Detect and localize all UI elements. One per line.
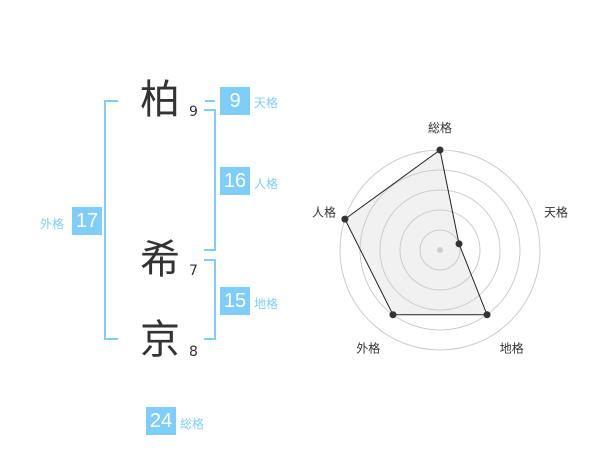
tenkaku-bracket [205, 100, 215, 102]
radar-point [455, 240, 463, 248]
radar-center [437, 247, 443, 253]
gaikaku-label: 外格 [40, 217, 65, 231]
radar-ring [419, 229, 461, 271]
radar-point [483, 311, 491, 319]
chikaku-value: 15 [220, 287, 250, 315]
name-char-2: 希 [140, 237, 180, 283]
name-char-1: 柏 [140, 77, 180, 123]
radar-point [389, 311, 397, 319]
stroke-count-2: 7 [189, 263, 198, 279]
soukaku-label: 総格 [180, 417, 205, 431]
chikaku-label: 地格 [254, 297, 279, 311]
tenkaku-value: 9 [220, 87, 250, 115]
tenkaku-label: 天格 [254, 96, 279, 110]
radar-ring [399, 209, 481, 291]
soukaku-value: 24 [146, 407, 176, 435]
radar-axis-label: 人格 [312, 204, 336, 219]
radar-outline [344, 149, 488, 316]
radar-point [436, 146, 444, 154]
radar-point [341, 215, 349, 223]
gaikaku-bracket [104, 100, 118, 340]
radar-axis-label: 総格 [428, 120, 452, 135]
jinkaku-label: 人格 [254, 177, 279, 191]
radar-axis-label: 外格 [356, 341, 380, 356]
stroke-count-1: 9 [189, 104, 198, 120]
radar-axis-label: 地格 [500, 341, 524, 356]
stroke-count-3: 8 [189, 344, 198, 360]
chikaku-bracket [204, 259, 216, 340]
radar-area [344, 150, 488, 315]
radar-ring [379, 189, 501, 311]
jinkaku-bracket [204, 109, 216, 251]
name-char-3: 京 [140, 317, 180, 363]
jinkaku-value: 16 [220, 167, 250, 195]
radar-axis-label: 天格 [544, 204, 568, 219]
gaikaku-value: 17 [72, 207, 102, 235]
